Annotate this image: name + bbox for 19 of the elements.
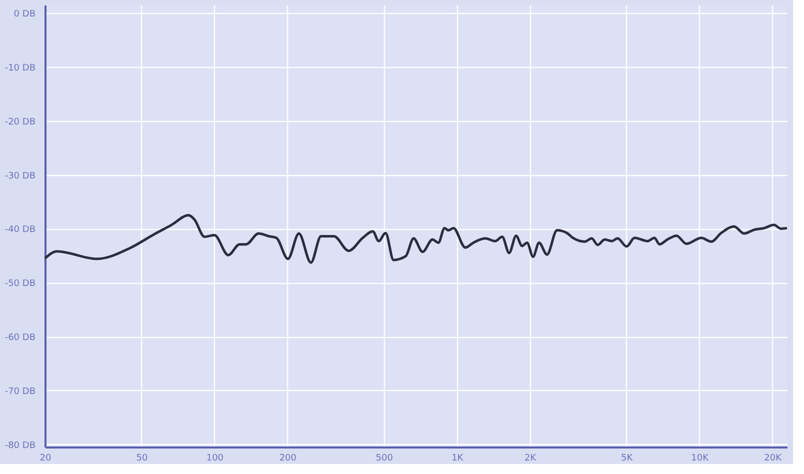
y-tick-label: -70 DB: [4, 386, 36, 397]
y-tick-label: 0 DB: [14, 10, 36, 20]
y-tick-label: -80 DB: [4, 440, 36, 451]
y-tick-label: -50 DB: [4, 279, 36, 290]
y-tick-label: -40 DB: [4, 225, 36, 236]
x-tick-label: 2K: [524, 454, 538, 464]
x-tick-label: 500: [376, 454, 394, 464]
y-tick-label: -60 DB: [4, 333, 36, 343]
x-tick-label: 5K: [621, 454, 634, 464]
x-tick-label: 200: [279, 454, 297, 464]
x-tick-label: 20: [40, 454, 52, 464]
x-tick-label: 20K: [764, 454, 783, 464]
y-tick-label: -10 DB: [4, 63, 36, 74]
x-tick-label: 50: [136, 454, 148, 464]
x-tick-label: 1K: [452, 454, 464, 464]
y-tick-label: -30 DB: [4, 171, 36, 182]
y-tick-label: -20 DB: [4, 117, 36, 128]
x-tick-label: 10K: [691, 454, 710, 464]
x-tick-label: 100: [206, 454, 224, 464]
